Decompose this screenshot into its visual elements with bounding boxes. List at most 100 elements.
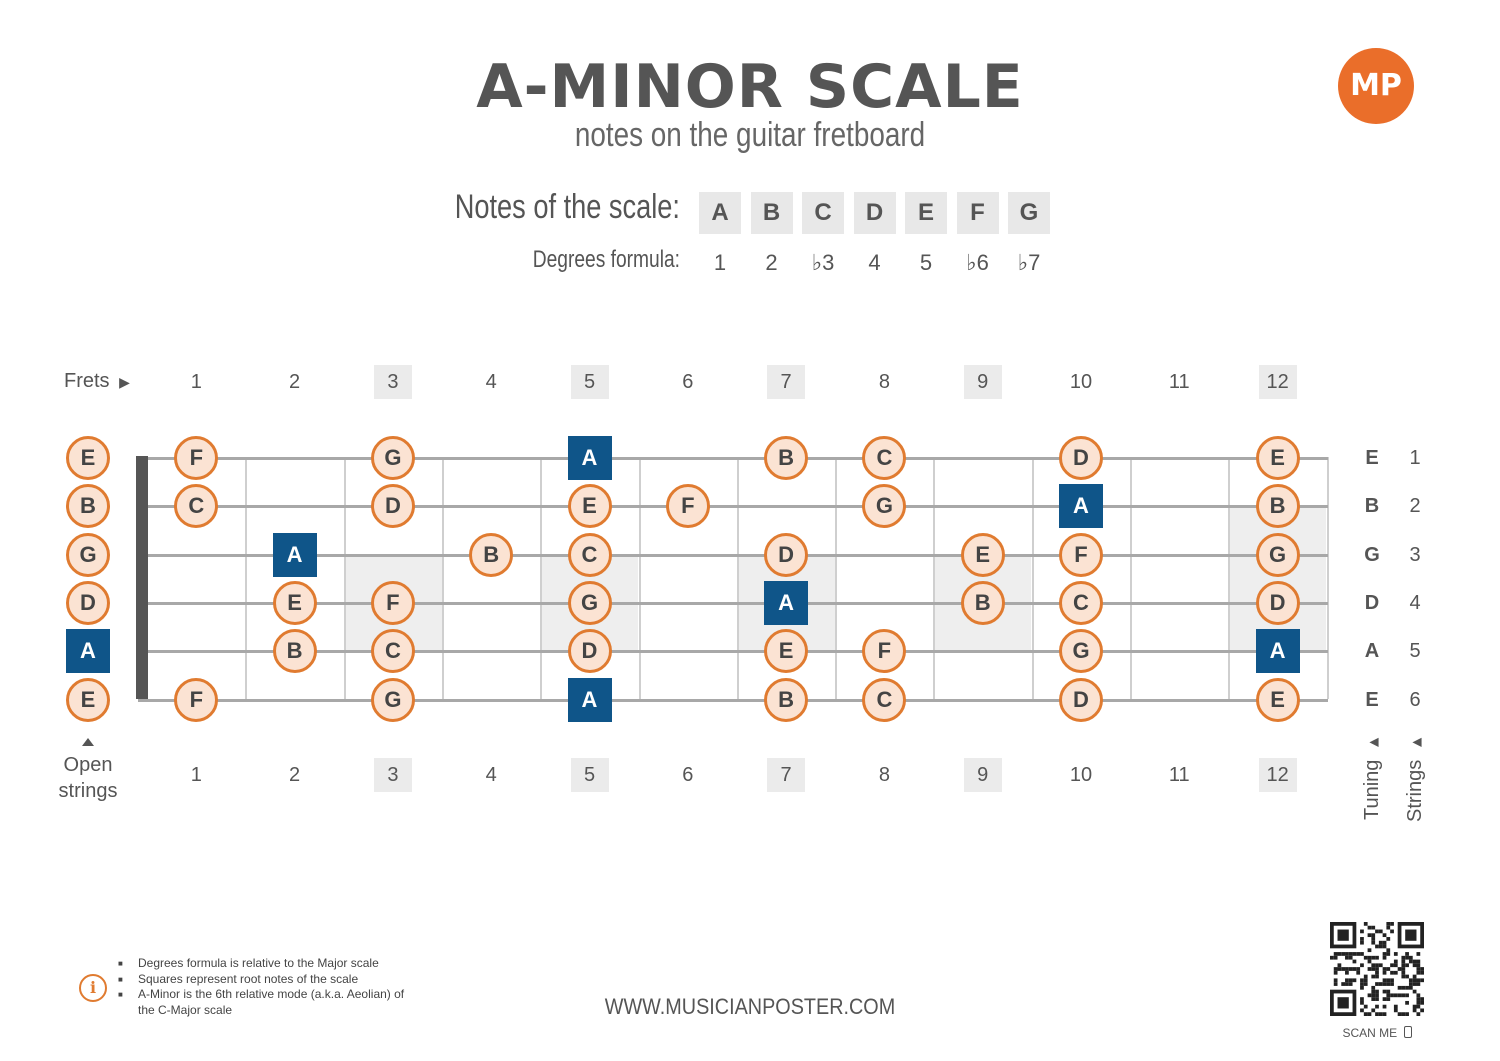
fret-wire <box>835 457 838 699</box>
string-tuning: A <box>1364 640 1380 663</box>
scale-note-dot[interactable]: B <box>764 436 809 480</box>
scale-degree: 1 <box>713 250 727 275</box>
scale-note-dot[interactable]: E <box>960 532 1005 577</box>
brand-logo[interactable]: MP <box>1338 48 1414 124</box>
scale-note-dot[interactable]: C <box>1059 580 1103 625</box>
scale-note-dot[interactable]: F <box>665 484 710 529</box>
scale-note-dot[interactable]: B <box>66 484 110 529</box>
fret-number: 2 <box>289 371 301 393</box>
fret-number: 5 <box>570 365 609 399</box>
scale-degree: ♭3 <box>811 250 835 275</box>
scale-note-dot[interactable]: G <box>862 484 907 529</box>
scale-note-dot[interactable]: E <box>764 629 809 674</box>
phone-icon <box>1403 1026 1412 1038</box>
fret-wire <box>343 457 346 699</box>
qr-code[interactable] <box>1330 922 1424 1016</box>
fret-wire <box>540 457 543 699</box>
play-arrow-icon: ▶ <box>119 374 130 390</box>
scale-note-dot[interactable]: G <box>1255 532 1300 577</box>
scale-note-dot[interactable]: C <box>862 436 907 480</box>
scale-note-dot[interactable]: B <box>764 677 809 722</box>
scale-degree: 5 <box>919 250 933 275</box>
scale-note-dot[interactable]: C <box>862 677 907 722</box>
guitar-string <box>138 553 1328 557</box>
fret-number: 2 <box>289 764 301 786</box>
scale-note-dot[interactable]: D <box>66 580 110 625</box>
fret-number: 10 <box>1069 371 1093 393</box>
fret-number: 8 <box>878 371 890 393</box>
frets-label: Frets ▶ <box>64 370 130 393</box>
scale-note-dot[interactable]: D <box>1059 436 1103 480</box>
footer-note: A-Minor is the 6th relative mode (a.k.a.… <box>118 987 418 1018</box>
root-note-square[interactable]: A <box>1255 629 1300 674</box>
fret-wire <box>1228 457 1231 699</box>
scale-note-dot[interactable]: E <box>1255 677 1300 722</box>
string-number: 4 <box>1409 591 1421 614</box>
scale-note-dot[interactable]: D <box>567 629 612 674</box>
scale-note-dot[interactable]: C <box>567 532 612 577</box>
website-link[interactable]: WWW.MUSICIANPOSTER.COM <box>604 994 896 1019</box>
scale-note: E <box>905 192 947 234</box>
scale-note-dot[interactable]: G <box>370 436 415 480</box>
fret-wire <box>736 457 739 699</box>
fret-number: 7 <box>767 365 806 399</box>
guitar-string <box>138 601 1328 605</box>
fret-number: 6 <box>682 764 694 786</box>
fret-inlay <box>1228 506 1327 652</box>
fret-number: 4 <box>485 764 497 786</box>
scale-note-dot[interactable]: G <box>1059 629 1103 674</box>
scale-note-dot[interactable]: F <box>862 629 907 674</box>
scale-note-dot[interactable]: B <box>469 532 514 577</box>
string-tuning: D <box>1364 591 1380 614</box>
fret-number: 12 <box>1258 758 1297 792</box>
scale-note-dot[interactable]: D <box>764 532 809 577</box>
string-tuning: E <box>1365 688 1379 711</box>
root-note-square[interactable]: A <box>567 436 612 480</box>
scale-note-dot[interactable]: D <box>1255 580 1300 625</box>
scale-note-dot[interactable]: E <box>272 580 317 625</box>
fret-wire <box>1326 457 1329 699</box>
footer-note: Degrees formula is relative to the Major… <box>118 956 418 972</box>
scale-note-dot[interactable]: C <box>370 629 415 674</box>
fret-wire <box>638 457 641 699</box>
scale-note-dot[interactable]: G <box>370 677 415 722</box>
fret-number: 12 <box>1258 365 1297 399</box>
scale-note: F <box>956 192 999 234</box>
scale-note-dot[interactable]: E <box>66 677 110 722</box>
scale-note-dot[interactable]: G <box>66 532 110 577</box>
scan-me-label: SCAN ME <box>1330 1026 1424 1040</box>
scale-note-dot[interactable]: E <box>1255 436 1300 480</box>
tuning-label: Tuning ◀ <box>1361 734 1384 820</box>
scale-note-dot[interactable]: B <box>960 580 1005 625</box>
root-note-square[interactable]: A <box>272 532 317 577</box>
scale-note-dot[interactable]: E <box>66 436 110 480</box>
scale-note: D <box>853 192 896 234</box>
scale-note-dot[interactable]: B <box>272 629 317 674</box>
scale-note-dot[interactable]: B <box>1255 484 1300 529</box>
open-strings-text: Open strings <box>58 754 118 802</box>
scale-note-dot[interactable]: E <box>567 484 612 529</box>
scale-note-dot[interactable]: F <box>1059 532 1103 577</box>
scale-degree: 2 <box>765 250 778 275</box>
guitar-string <box>138 457 1328 460</box>
fret-number: 1 <box>190 764 202 786</box>
root-note-square[interactable]: A <box>1059 484 1103 529</box>
fret-wire <box>933 457 936 699</box>
string-tuning: E <box>1365 447 1379 469</box>
string-tuning: G <box>1364 543 1380 566</box>
root-note-square[interactable]: A <box>764 580 809 625</box>
scale-note-dot[interactable]: G <box>567 580 612 625</box>
root-note-square[interactable]: A <box>66 629 110 674</box>
fret-number: 6 <box>682 371 694 393</box>
fret-number: 5 <box>570 758 609 792</box>
string-number: 2 <box>1409 495 1421 518</box>
scale-note-dot[interactable]: D <box>1059 677 1103 722</box>
scale-note-dot[interactable]: C <box>174 484 219 529</box>
scale-degree: ♭7 <box>1017 250 1041 275</box>
fret-wire <box>245 457 248 699</box>
scale-note-dot[interactable]: D <box>370 484 415 529</box>
scale-note-dot[interactable]: F <box>370 580 415 625</box>
scale-note-dot[interactable]: F <box>174 436 219 480</box>
scale-note-dot[interactable]: F <box>174 677 219 722</box>
root-note-square[interactable]: A <box>567 677 612 722</box>
